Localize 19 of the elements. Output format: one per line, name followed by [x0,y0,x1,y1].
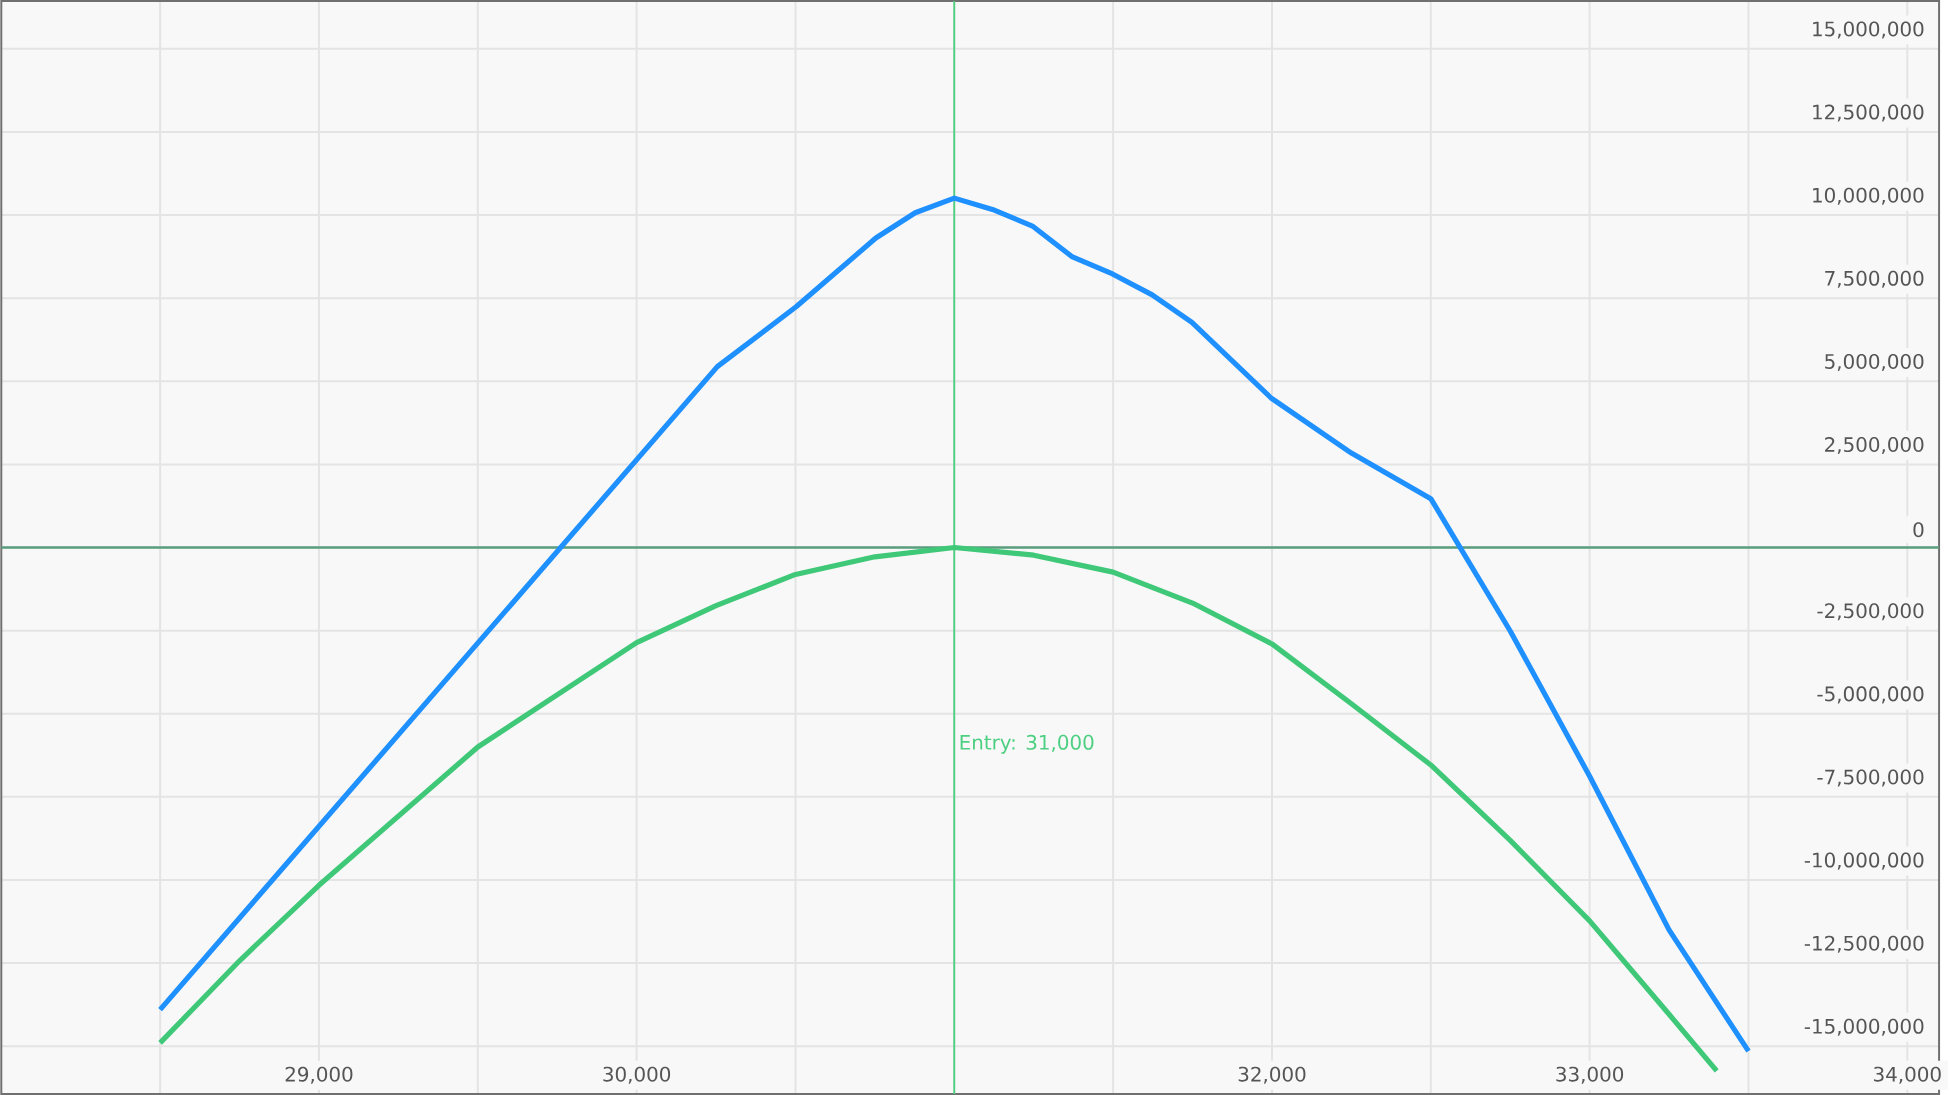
x-tick-label: 32,000 [1238,1066,1306,1084]
y-tick-label: -2,500,000 [1817,603,1924,621]
y-tick-label: 2,500,000 [1825,436,1924,455]
y-tick-label: -12,500,000 [1804,935,1924,953]
y-tick-label: 7,500,000 [1825,270,1924,288]
x-tick-label: 29,000 [285,1066,353,1084]
y-tick-label: 5,000,000 [1825,353,1924,371]
y-tick-label: 0 [1913,522,1924,538]
y-tick-label: -10,000,000 [1804,852,1924,870]
x-tick-label: 34,000 [1874,1066,1941,1084]
ref-line-label: Entry: 31,000 [960,734,1094,754]
y-tick-label: 10,000,000 [1813,187,1924,205]
y-tick-label: -7,500,000 [1817,769,1924,787]
x-tick-label: 33,000 [1556,1066,1624,1084]
y-tick-label: -5,000,000 [1817,686,1924,704]
y-tick-label: 12,500,000 [1813,104,1924,122]
x-tick-label: 30,000 [603,1066,671,1084]
y-tick-label: 15,000,000 [1813,21,1924,39]
y-tick-label: -15,000,000 [1804,1018,1924,1036]
